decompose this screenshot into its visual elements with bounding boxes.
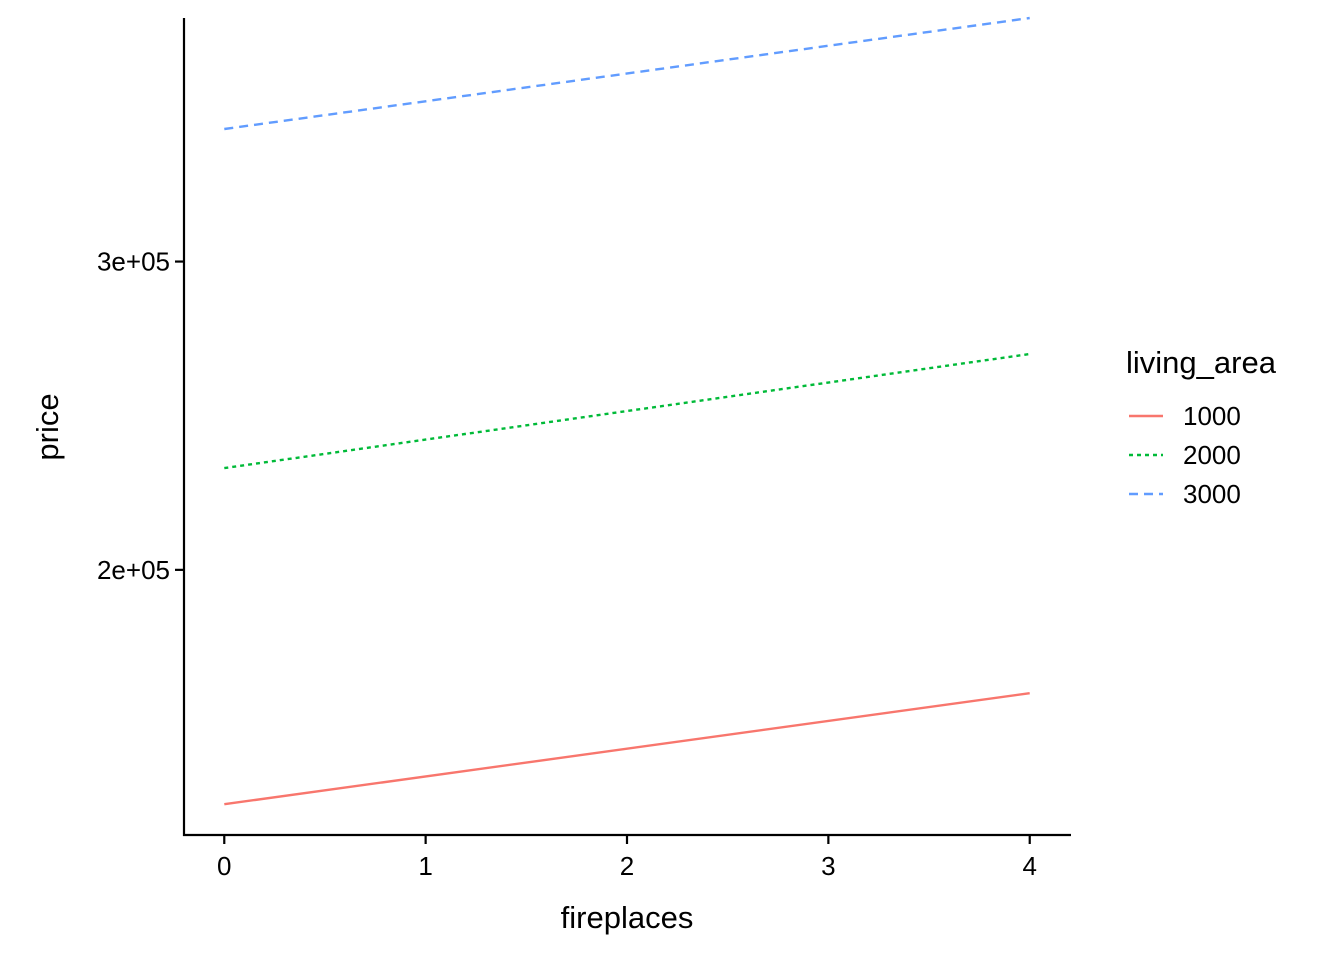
legend: living_area 1000 2000 3000 [1126,345,1277,509]
series-line-1000 [224,692,1030,806]
x-tick-label: 3 [821,851,835,881]
x-tick-label: 1 [418,851,432,881]
legend-title: living_area [1126,345,1277,380]
legend-label: 3000 [1183,479,1241,509]
x-axis-title: fireplaces [561,900,694,935]
y-ticks: 2e+05 3e+05 [97,247,184,585]
series-layer [224,16,1030,806]
y-tick-label: 2e+05 [97,555,170,585]
y-axis-title: price [30,393,65,460]
x-tick-label: 0 [217,851,231,881]
series-line-2000 [224,352,1030,470]
legend-label: 1000 [1183,401,1241,431]
legend-label: 2000 [1183,440,1241,470]
x-tick-label: 2 [620,851,634,881]
y-tick-label: 3e+05 [97,247,170,277]
x-ticks: 0 1 2 3 4 [217,835,1037,881]
series-line-3000 [224,16,1030,131]
x-tick-label: 4 [1022,851,1036,881]
legend-items: 1000 2000 3000 [1129,401,1241,509]
